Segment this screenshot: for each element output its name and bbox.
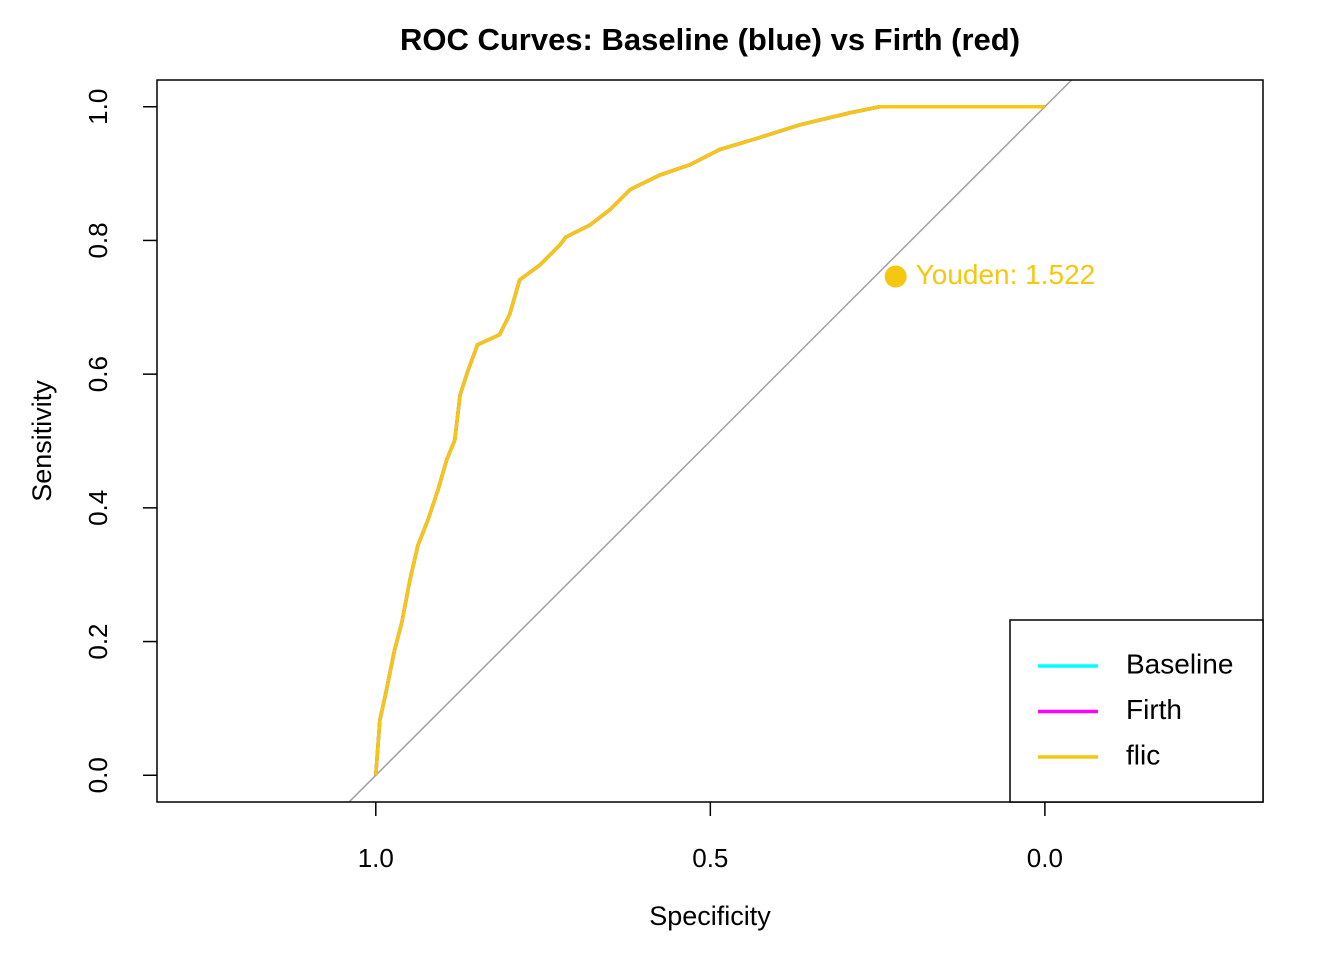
- x-tick-label: 1.0: [358, 843, 394, 873]
- legend-label: Firth: [1126, 694, 1182, 725]
- y-tick-label: 1.0: [83, 89, 113, 125]
- plot-frame: [156, 79, 1264, 803]
- roc-curve: [374, 104, 1045, 776]
- y-tick-label: 0.6: [83, 356, 113, 392]
- y-tick-label: 0.4: [83, 490, 113, 526]
- y-axis-label: Sensitivity: [27, 380, 57, 502]
- y-tick-label: 0.0: [83, 757, 113, 793]
- annotation-label: Youden: 1.522: [916, 259, 1096, 290]
- x-tick-label: 0.0: [1027, 843, 1063, 873]
- legend-label: Baseline: [1126, 648, 1233, 679]
- y-tick-label: 0.8: [83, 222, 113, 258]
- legend-label: flic: [1126, 739, 1160, 770]
- x-axis-label: Specificity: [649, 901, 771, 931]
- y-tick-label: 0.2: [83, 623, 113, 659]
- youden-point: [884, 265, 907, 288]
- reference-diagonal: [348, 80, 1073, 802]
- chart-title: ROC Curves: Baseline (blue) vs Firth (re…: [400, 22, 1020, 57]
- x-tick-label: 0.5: [692, 843, 728, 873]
